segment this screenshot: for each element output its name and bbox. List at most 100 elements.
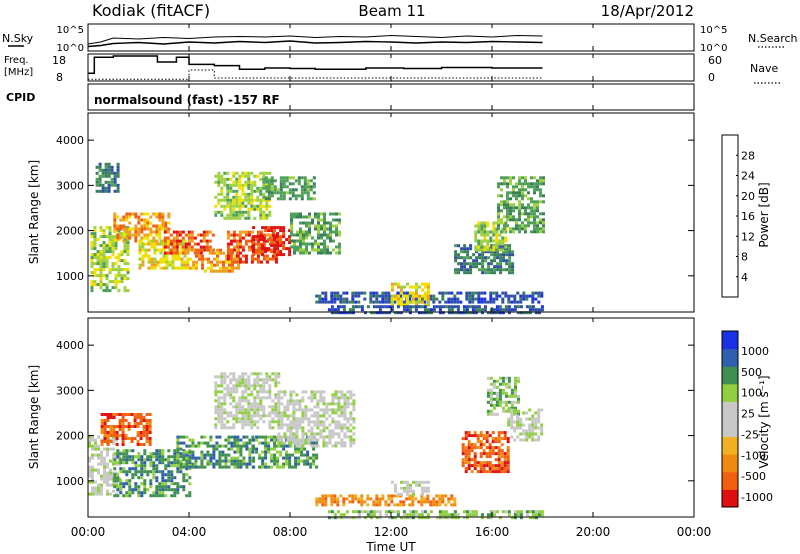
heat-cell: [514, 379, 517, 383]
heat-cell: [187, 233, 191, 237]
heat-cell: [94, 441, 97, 445]
heat-cell: [494, 452, 498, 456]
heat-cell: [164, 221, 168, 225]
heat-cell: [285, 450, 289, 454]
heat-cell: [489, 516, 493, 520]
heat-cell: [224, 465, 228, 469]
heat-cell: [516, 305, 520, 309]
heat-cell: [525, 438, 529, 442]
heat-cell: [500, 203, 503, 207]
heat-cell: [219, 266, 222, 270]
heat-cell: [510, 388, 514, 392]
heat-cell: [397, 300, 400, 304]
heat-cell: [229, 248, 233, 252]
heat-cell: [238, 174, 242, 178]
heat-cell: [313, 411, 317, 415]
heat-cell: [289, 435, 293, 439]
heat-cell: [290, 215, 293, 219]
heat-cell: [483, 308, 487, 312]
heat-cell: [307, 429, 311, 433]
heat-cell: [90, 265, 94, 269]
heat-cell: [514, 385, 517, 389]
heat-cell: [400, 297, 403, 301]
heat-cell: [271, 426, 275, 430]
heat-cell: [121, 443, 125, 446]
heat-cell: [378, 305, 382, 309]
heat-cell: [515, 227, 518, 231]
heat-cell: [366, 305, 370, 309]
heat-cell: [301, 438, 305, 442]
heat-cell: [415, 285, 418, 289]
heat-cell: [330, 510, 334, 514]
heat-cell: [533, 221, 536, 225]
heat-cell: [479, 461, 483, 465]
heat-cell: [463, 268, 467, 272]
heat-cell: [338, 245, 341, 249]
heat-cell: [152, 470, 156, 474]
heat-cell: [531, 516, 535, 520]
heat-cell: [406, 480, 409, 484]
heat-cell: [115, 434, 119, 437]
heat-cell: [420, 297, 424, 301]
heat-cell: [337, 405, 341, 409]
heat-cell: [485, 440, 489, 444]
heat-cell: [267, 191, 271, 195]
heat-cell: [491, 449, 495, 453]
heat-cell: [274, 402, 278, 406]
heat-cell: [519, 426, 523, 430]
heat-cell: [412, 294, 415, 298]
heat-cell: [113, 476, 117, 480]
heat-cell: [127, 425, 131, 428]
heat-cell: [250, 195, 254, 199]
heat-cell: [134, 236, 138, 240]
heat-cell: [207, 248, 210, 252]
heat-cell: [339, 494, 343, 498]
heat-cell: [480, 248, 484, 252]
heat-cell: [408, 516, 412, 520]
heat-cell: [512, 218, 515, 222]
heat-cell: [438, 494, 442, 498]
heat-cell: [400, 291, 403, 295]
colorbar-segment: [722, 419, 738, 438]
heat-cell: [306, 191, 310, 195]
heat-cell: [259, 405, 263, 409]
heat-cell: [139, 437, 143, 440]
heat-cell: [491, 464, 495, 468]
heat-cell: [467, 455, 471, 459]
heat-cell: [484, 256, 488, 260]
heat-cell: [381, 305, 385, 309]
heat-cell: [91, 447, 94, 451]
heat-cell: [117, 238, 121, 242]
heat-cell: [504, 400, 508, 404]
heat-cell: [178, 233, 182, 237]
heat-cell: [465, 311, 469, 315]
heat-cell: [515, 206, 518, 210]
heat-cell: [235, 405, 239, 409]
heat-cell: [155, 485, 159, 489]
heat-cell: [516, 300, 520, 304]
heat-cell: [95, 177, 99, 181]
heat-cell: [411, 503, 415, 507]
colorbar-tick-label: 1000: [741, 345, 769, 358]
heat-cell: [158, 449, 162, 453]
heat-cell: [321, 297, 325, 301]
heat-cell: [490, 259, 494, 263]
heat-cell: [123, 229, 127, 233]
heat-cell: [122, 494, 126, 498]
heat-cell: [357, 294, 361, 298]
heat-cell: [270, 453, 274, 457]
heat-cell: [397, 297, 400, 301]
heat-cell: [250, 426, 254, 430]
heat-cell: [495, 236, 499, 240]
heat-cell: [226, 387, 230, 391]
heat-cell: [461, 461, 465, 465]
heat-cell: [297, 459, 301, 463]
heat-cell: [143, 236, 147, 240]
heat-cell: [326, 245, 329, 249]
heat-cell: [453, 294, 457, 298]
heat-cell: [533, 188, 536, 192]
heat-cell: [108, 229, 112, 233]
heat-cell: [391, 282, 394, 286]
x-tick-label: 08:00: [273, 525, 308, 539]
